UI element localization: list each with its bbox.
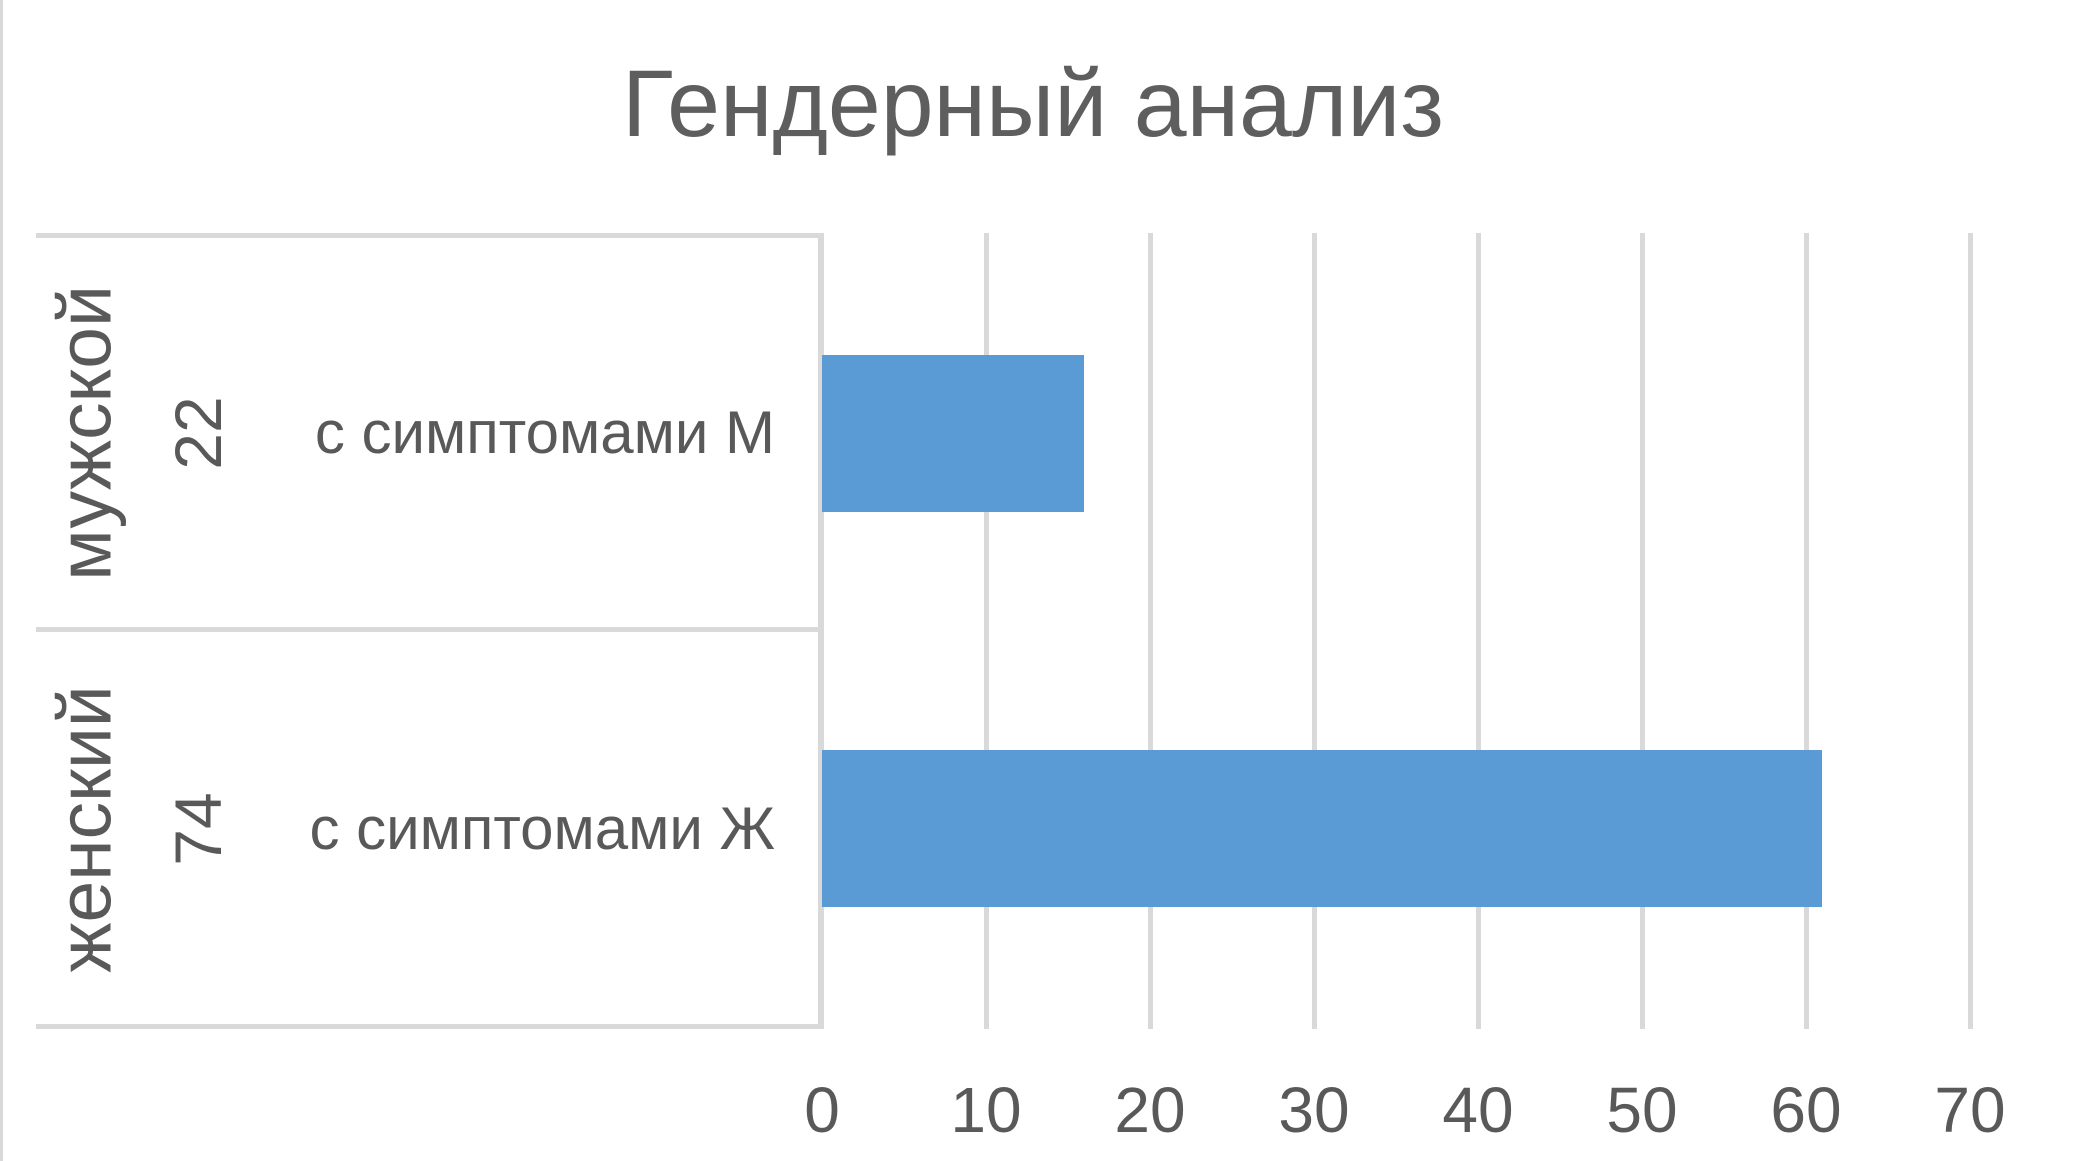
chart-title[interactable]: Гендерный анализ: [622, 51, 1444, 157]
x-tick-label-30: 30: [1278, 1074, 1350, 1146]
gridline-40: [1475, 233, 1481, 1029]
x-tick-label-40: 40: [1442, 1074, 1514, 1146]
gridline-30: [1311, 233, 1317, 1029]
category-divider-1: [36, 627, 824, 632]
category-divider-2: [36, 1024, 824, 1029]
category-divider-0: [36, 233, 824, 238]
group-count-1: 74: [161, 791, 235, 866]
gridline-50: [1639, 233, 1645, 1029]
x-tick-label-50: 50: [1606, 1074, 1678, 1146]
x-tick-label-70: 70: [1934, 1074, 2006, 1146]
gridline-20: [1147, 233, 1153, 1029]
gridline-70: [1967, 233, 1973, 1029]
group-count-0: 22: [161, 396, 235, 470]
chart-left-border: [0, 0, 3, 1161]
group-label-0: мужской: [42, 285, 127, 581]
group-label-1: женский: [42, 684, 127, 973]
bar-0[interactable]: [822, 354, 1084, 512]
category-label-1: с симптомами Ж: [309, 794, 775, 862]
bar-1[interactable]: [822, 750, 1822, 907]
x-tick-label-0: 0: [804, 1074, 840, 1146]
gridline-60: [1803, 233, 1809, 1029]
category-label-0: с симптомами М: [314, 399, 775, 466]
x-tick-label-10: 10: [950, 1074, 1022, 1146]
x-tick-label-60: 60: [1770, 1074, 1842, 1146]
gridline-10: [983, 233, 989, 1029]
x-tick-label-20: 20: [1114, 1074, 1186, 1146]
